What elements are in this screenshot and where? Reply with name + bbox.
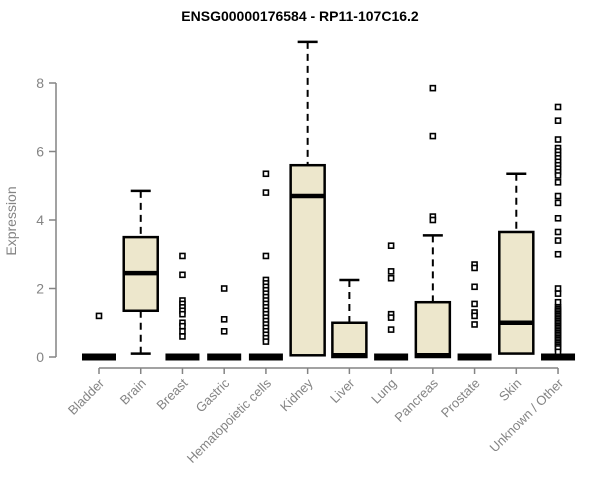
- x-tick-label: Gastric: [193, 375, 233, 415]
- iqr-box: [414, 300, 452, 359]
- outlier-point: [554, 237, 562, 244]
- outlier-point: [554, 348, 562, 356]
- collapsed-box-bar: [374, 353, 409, 361]
- outlier-point: [471, 321, 478, 328]
- outlier-point: [554, 136, 562, 143]
- outlier-point: [554, 192, 562, 200]
- outlier-point: [179, 328, 186, 335]
- outlier-point: [554, 298, 562, 306]
- box-group-skin: [498, 172, 535, 355]
- x-tick-label: Liver: [327, 375, 358, 406]
- outlier-point: [220, 328, 228, 335]
- iqr-box: [289, 163, 326, 357]
- box-group-hematopoietic-cells: [248, 170, 283, 361]
- x-tick-label: Kidney: [277, 375, 316, 414]
- outlier-point: [220, 316, 228, 323]
- outlier-point: [387, 242, 395, 249]
- outlier-point: [262, 252, 270, 260]
- collapsed-box-bar: [207, 353, 242, 361]
- outlier-point: [554, 228, 562, 236]
- iqr-box: [331, 321, 368, 359]
- outlier-point: [554, 285, 562, 292]
- x-tick-label: Skin: [496, 376, 524, 404]
- outlier-point: [262, 189, 270, 196]
- outlier-point: [262, 170, 270, 178]
- collapsed-box-bar: [248, 353, 283, 361]
- y-tick-label: 8: [36, 75, 44, 91]
- box-group-pancreas: [414, 84, 452, 359]
- x-tick-label: Bladder: [65, 375, 108, 418]
- box-group-kidney: [289, 40, 326, 357]
- iqr-box: [498, 230, 535, 355]
- outlier-point: [554, 199, 562, 207]
- box-group-lung: [374, 242, 409, 361]
- outlier-point: [554, 214, 562, 222]
- outlier-point: [429, 216, 437, 224]
- outlier-point: [554, 117, 562, 124]
- box-group-unknown-other: [541, 103, 576, 361]
- y-axis-title: Expression: [3, 186, 19, 255]
- outlier-point: [387, 314, 395, 321]
- box-group-gastric: [207, 285, 242, 361]
- outlier-point: [554, 172, 562, 179]
- outlier-point: [179, 322, 186, 330]
- x-tick-label: Prostate: [438, 376, 483, 421]
- x-tick-label: Unknown / Other: [487, 375, 567, 455]
- outlier-point: [262, 338, 270, 345]
- box-group-prostate: [457, 261, 492, 361]
- outlier-point: [554, 290, 562, 297]
- outlier-point: [471, 312, 478, 320]
- x-tick-label: Brain: [117, 376, 149, 408]
- collapsed-box-bar: [82, 353, 116, 361]
- box-group-breast: [165, 252, 200, 361]
- outlier-point: [220, 285, 228, 292]
- collapsed-box-bar: [541, 353, 576, 361]
- outlier-point: [387, 274, 395, 282]
- y-tick-label: 0: [36, 349, 44, 365]
- outlier-point: [429, 84, 437, 92]
- outlier-point: [179, 310, 186, 318]
- x-tick-label: Lung: [368, 376, 399, 407]
- x-tick-label: Breast: [153, 375, 190, 412]
- outlier-point: [471, 300, 478, 308]
- collapsed-box-bar: [165, 353, 200, 361]
- box-group-liver: [331, 278, 368, 359]
- outlier-point: [554, 179, 562, 186]
- outlier-point: [387, 326, 395, 333]
- chart-title: ENSG00000176584 - RP11-107C16.2: [181, 8, 419, 24]
- outlier-point: [387, 268, 395, 275]
- box-group-bladder: [82, 312, 116, 361]
- outlier-point: [554, 103, 562, 111]
- outlier-point: [179, 252, 186, 260]
- box-group-brain: [122, 189, 159, 355]
- y-tick-label: 4: [36, 212, 44, 228]
- outlier-point: [429, 132, 437, 140]
- outlier-point: [471, 264, 478, 272]
- outlier-point: [554, 250, 562, 258]
- collapsed-box-bar: [457, 353, 492, 361]
- y-tick-label: 6: [36, 144, 44, 160]
- outlier-point: [179, 333, 186, 340]
- outlier-point: [471, 283, 478, 291]
- outlier-point: [95, 312, 103, 320]
- y-tick-label: 2: [36, 281, 44, 297]
- x-tick-label: Pancreas: [392, 375, 442, 425]
- outlier-point: [179, 271, 186, 279]
